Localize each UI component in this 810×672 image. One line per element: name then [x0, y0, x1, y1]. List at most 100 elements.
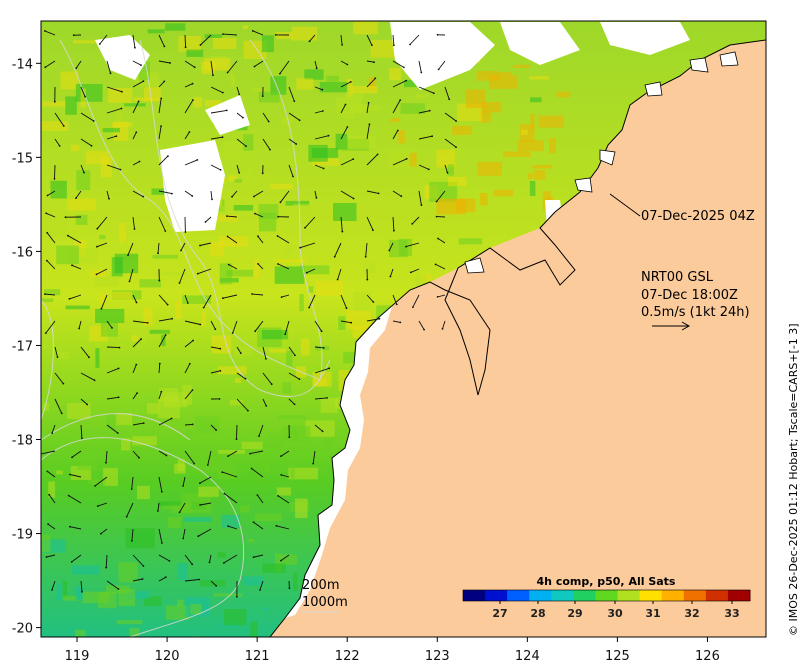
current-vector: [418, 190, 422, 206]
current-vector: [184, 450, 195, 464]
current-vector-head: [140, 338, 143, 340]
current-vector: [444, 112, 457, 122]
colorbar-tick-label: 30: [607, 607, 623, 620]
current-vector-head: [257, 235, 259, 238]
current-vector: [106, 346, 120, 349]
sst-patch: [91, 479, 106, 486]
current-vector: [46, 260, 56, 270]
current-vector: [223, 554, 238, 564]
current-vector: [253, 190, 264, 197]
colorbar-tick-label: 31: [645, 607, 660, 620]
sst-patch: [217, 450, 245, 454]
current-vector: [444, 138, 457, 148]
current-vector: [184, 363, 191, 374]
sst-patch: [290, 463, 295, 481]
sst-patch: [65, 96, 77, 115]
sst-patch: [259, 212, 277, 232]
current-vector-head: [402, 66, 405, 69]
colorbar-segment: [705, 590, 729, 601]
current-vector: [366, 190, 379, 194]
sst-patch: [529, 181, 536, 196]
sst-patch: [99, 235, 106, 240]
current-vector-head: [420, 204, 423, 207]
current-vector: [392, 99, 401, 114]
current-vector: [129, 268, 134, 282]
current-vector: [340, 190, 354, 199]
sst-patch: [131, 335, 137, 341]
current-vector: [444, 164, 448, 173]
current-vector-head: [231, 195, 233, 198]
current-vector-head: [441, 328, 444, 330]
sst-patch: [304, 69, 324, 80]
current-vector-head: [284, 333, 287, 335]
current-vector: [45, 60, 56, 68]
current-vector: [184, 83, 193, 88]
current-vector-head: [215, 429, 218, 431]
current-vector: [334, 242, 342, 257]
sst-patch: [293, 203, 311, 222]
sst-patch: [56, 583, 61, 601]
current-vector: [184, 159, 198, 166]
current-vector-head: [137, 100, 140, 103]
current-vector: [418, 164, 429, 170]
current-vector-head: [312, 462, 315, 465]
current-vector: [75, 190, 82, 199]
colorbar-segment: [529, 590, 552, 601]
sst-patch: [343, 112, 355, 119]
current-vector-head: [88, 356, 90, 359]
current-vector-head: [199, 44, 202, 46]
sst-patch: [82, 591, 110, 604]
current-vector-head: [197, 535, 200, 538]
sst-patch: [530, 113, 535, 130]
sst-patch: [198, 486, 219, 497]
current-vector: [132, 60, 142, 66]
current-vector-head: [70, 561, 73, 563]
current-vector: [236, 112, 244, 118]
current-vector-head: [292, 175, 294, 178]
sst-patch: [481, 102, 501, 113]
sst-patch: [175, 301, 182, 319]
current-vector: [132, 554, 144, 567]
current-vector: [158, 98, 162, 114]
current-vector-head: [62, 382, 65, 385]
current-vector-head: [53, 100, 56, 103]
current-vector-head: [46, 231, 49, 234]
sst-patch: [63, 221, 71, 225]
sst-patch: [199, 580, 226, 587]
sst-patch: [41, 298, 54, 302]
sst-patch: [283, 426, 311, 443]
current-vector: [392, 60, 405, 68]
current-vector: [99, 34, 108, 45]
sst-patch: [479, 110, 491, 123]
sst-patch: [229, 399, 243, 406]
sst-patch: [106, 413, 115, 431]
sst-patch: [255, 440, 285, 450]
current-vector: [126, 502, 134, 517]
current-vector-head: [133, 228, 136, 230]
current-vector-head: [212, 74, 214, 77]
sst-patch: [124, 103, 146, 107]
colorbar-tick-label: 33: [724, 607, 739, 620]
current-vector-head: [352, 158, 355, 161]
current-vector-head: [373, 61, 375, 64]
sst-patch: [100, 322, 118, 337]
current-vector: [132, 320, 148, 324]
sst-patch: [60, 71, 79, 90]
current-vector-head: [350, 321, 353, 324]
current-vector-head: [83, 171, 85, 174]
current-vector: [366, 124, 370, 140]
current-vector: [197, 268, 212, 275]
current-vector: [106, 190, 110, 199]
current-vector: [340, 104, 346, 114]
sst-patch: [41, 121, 69, 131]
sst-patch: [177, 599, 184, 607]
current-vector-head: [346, 63, 349, 66]
sst-patch: [223, 609, 247, 626]
sst-patch: [161, 334, 166, 347]
current-vector-head: [46, 259, 48, 262]
current-vector-head: [64, 216, 67, 219]
current-vector: [337, 268, 342, 280]
sst-patch: [217, 461, 237, 480]
current-vector: [304, 216, 316, 229]
